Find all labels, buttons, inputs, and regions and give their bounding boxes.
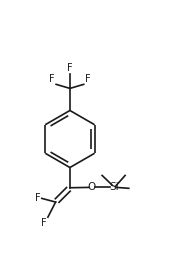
Text: F: F	[67, 63, 73, 73]
Text: Si: Si	[109, 182, 119, 192]
Text: F: F	[35, 193, 40, 203]
Text: O: O	[88, 182, 96, 192]
Text: F: F	[85, 74, 91, 84]
Text: F: F	[49, 74, 55, 84]
Text: F: F	[41, 218, 47, 228]
